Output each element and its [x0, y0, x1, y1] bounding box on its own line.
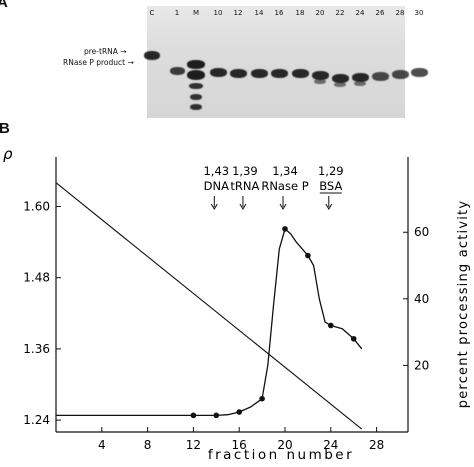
x-axis-label: fraction number — [208, 447, 354, 463]
x-tick-label: 16 — [232, 438, 247, 452]
lane-label: 26 — [375, 9, 385, 17]
marker-arrowhead-icon — [325, 203, 333, 210]
x-tick-label: 20 — [277, 438, 292, 452]
density-gradient-line — [55, 182, 363, 430]
panel-a-label: A — [0, 0, 8, 11]
gel-band — [144, 51, 160, 60]
marker-density: 1,34 — [272, 164, 298, 178]
gel-band — [187, 60, 205, 69]
lane-label: 30 — [414, 9, 424, 17]
y-right-tick-label: 40 — [414, 292, 429, 306]
activity-curve — [56, 228, 363, 417]
lane-label: 1 — [174, 9, 180, 17]
gel-band — [187, 70, 205, 80]
marker-name: BSA — [319, 179, 342, 193]
x-tick-label: 24 — [323, 438, 338, 452]
gel-band — [314, 79, 326, 84]
lane-label: 24 — [355, 9, 365, 17]
x-tick-label: 12 — [186, 438, 201, 452]
chart-ticks: 4 8 12 16 20 24 28 1.24 1.36 1.48 1.60 20 40 60 — [23, 199, 429, 452]
pre-trna-label: pre-tRNA — [84, 47, 118, 56]
gel-band — [351, 73, 369, 82]
gel-band — [371, 72, 389, 81]
chart-axes — [55, 157, 409, 433]
gel-band — [250, 69, 268, 78]
marker-density: 1,39 — [232, 164, 258, 178]
x-tick-label: 8 — [144, 438, 152, 452]
activity-point — [236, 409, 242, 415]
activity-point — [350, 335, 357, 342]
x-tick-label: 4 — [98, 438, 106, 452]
gel-band — [334, 82, 346, 87]
activity-point — [328, 322, 334, 329]
left-axis-label: ρ — [3, 145, 13, 163]
gel-band — [354, 81, 366, 86]
marker-name: RNase P — [261, 179, 308, 193]
gel-band — [410, 68, 428, 77]
lane-label: 16 — [274, 9, 284, 17]
product-arrow-icon: → — [127, 58, 134, 67]
gel-band — [331, 74, 349, 83]
gel-image: C 1 M 10 12 14 16 18 20 22 24 26 28 30 — [144, 6, 428, 118]
gel-band — [311, 71, 329, 80]
gel-band — [189, 83, 203, 89]
gel-band — [291, 69, 309, 78]
lane-label: C — [149, 9, 155, 17]
right-axis-label: percent processing activity — [456, 200, 471, 408]
marker-name: DNA — [204, 179, 229, 193]
marker-density: 1,29 — [318, 164, 344, 178]
x-tick-label: 28 — [369, 438, 384, 452]
y-left-tick-label: 1.48 — [23, 271, 50, 285]
activity-point — [259, 395, 265, 402]
marker-density: 1,43 — [203, 164, 229, 178]
marker-name: tRNA — [230, 179, 259, 193]
y-left-tick-label: 1.36 — [23, 342, 50, 356]
marker-arrowhead-icon — [279, 203, 287, 210]
gel-band — [270, 69, 288, 78]
marker-arrowhead-icon — [239, 203, 247, 210]
panel-b-label: B — [0, 120, 10, 137]
lane-label: 28 — [395, 9, 405, 17]
lane-label: 18 — [295, 9, 305, 17]
activity-point — [305, 252, 311, 259]
activity-series — [56, 226, 363, 419]
activity-point — [282, 226, 288, 232]
lane-label: 22 — [335, 9, 345, 17]
product-marker: RNase P product → — [63, 58, 134, 67]
lane-label: M — [192, 9, 200, 17]
marker-arrowhead-icon — [210, 203, 218, 210]
gel-band — [209, 68, 227, 77]
y-right-tick-label: 20 — [414, 358, 429, 372]
pre-trna-marker: pre-tRNA → — [84, 47, 127, 56]
activity-point — [213, 412, 220, 419]
pre-trna-arrow-icon: → — [120, 47, 127, 56]
gel-band — [190, 104, 202, 110]
lane-label: 20 — [315, 9, 325, 17]
lane-label: 14 — [254, 9, 264, 17]
gradient-chart: 4 8 12 16 20 24 28 1.24 1.36 1.48 1.60 20 40 60 1,43D… — [3, 145, 471, 463]
gel-band — [229, 69, 247, 78]
y-right-tick-label: 60 — [414, 225, 429, 239]
gel-band — [169, 67, 185, 75]
y-left-tick-label: 1.24 — [23, 413, 50, 427]
density-line — [55, 182, 363, 430]
gel-band — [190, 94, 202, 100]
product-label: RNase P product — [63, 58, 126, 67]
lane-label: 10 — [213, 9, 223, 17]
lane-label: 12 — [233, 9, 243, 17]
activity-point — [190, 412, 197, 419]
gel-band — [391, 70, 409, 79]
y-left-tick-label: 1.60 — [23, 199, 50, 213]
